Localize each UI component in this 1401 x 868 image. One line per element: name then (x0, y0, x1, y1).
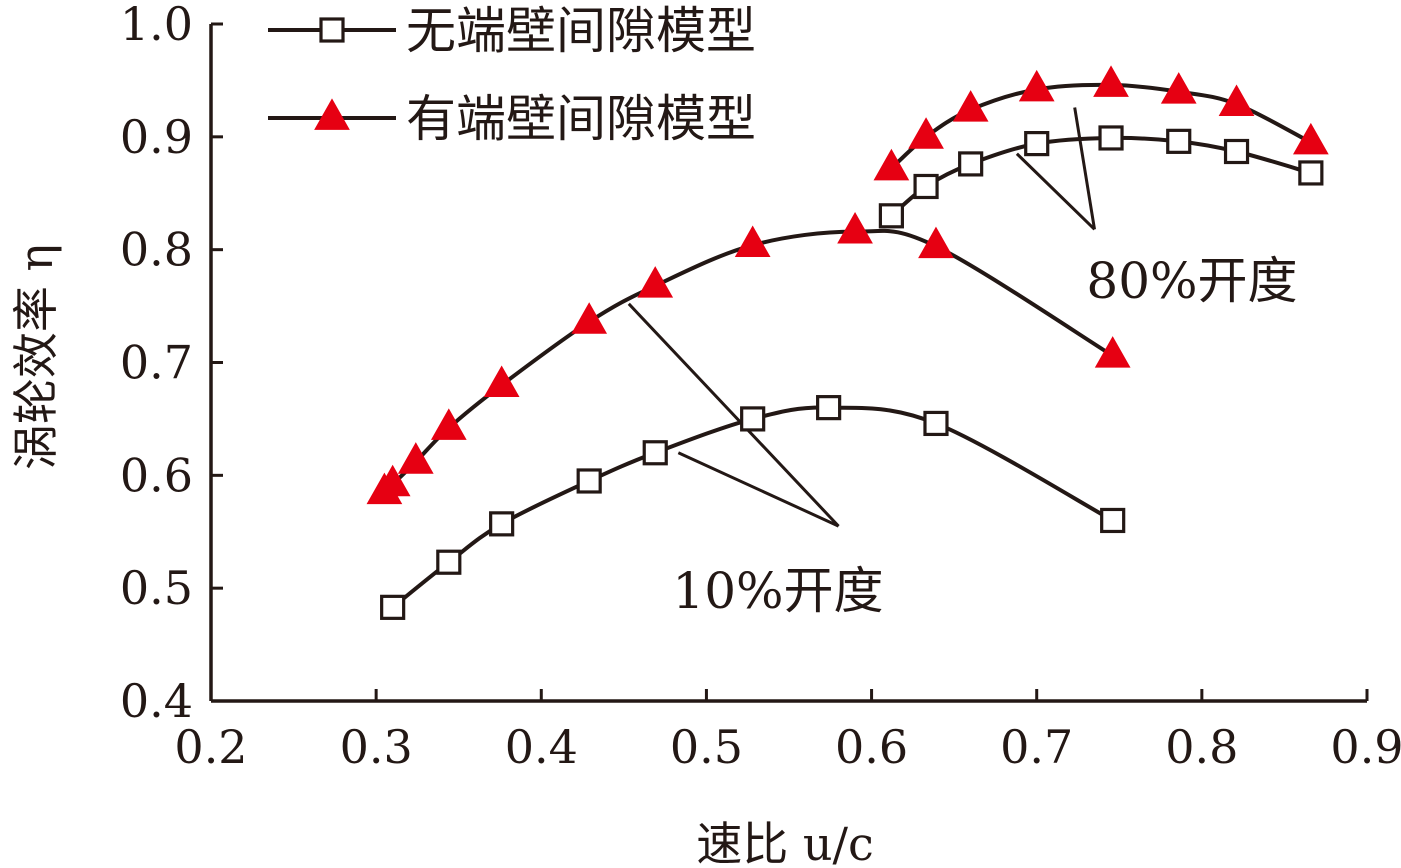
legend-marker-1 (314, 98, 350, 130)
data-point-s1-5 (571, 302, 608, 334)
data-point-s2-1 (913, 173, 939, 200)
annotation-leader-0-1 (677, 451, 840, 528)
y-tick-label: 0.4 (120, 674, 193, 728)
x-tick-label: 0.6 (835, 720, 908, 774)
data-point-s1-8 (837, 211, 873, 244)
y-tick-label: 0.9 (120, 110, 193, 164)
annotations: 10%开度 80%开度 (672, 252, 1297, 620)
data-point-s3-4 (1093, 65, 1129, 97)
data-point-s0-6 (816, 395, 842, 421)
x-tick-label: 0.2 (174, 720, 247, 774)
data-point-s2-0 (878, 203, 904, 229)
y-tick-label: 0.7 (120, 336, 193, 390)
data-point-s1-10 (1094, 336, 1131, 368)
x-tick-label: 0.8 (1165, 720, 1238, 774)
data-point-s3-7 (1292, 122, 1329, 155)
data-point-s3-2 (952, 90, 989, 122)
x-tick-label: 0.7 (1000, 720, 1073, 774)
y-tick-label: 0.8 (120, 223, 193, 277)
x-axis-title: 速比 u/c (696, 817, 874, 868)
annotation-leader-1-0 (1073, 107, 1096, 230)
legend-label-1: 有端壁间隙模型 (406, 90, 756, 148)
y-tick-label: 1.0 (120, 0, 193, 51)
y-tick-label: 0.6 (120, 448, 193, 502)
data-point-s1-3 (430, 408, 467, 440)
annotation-leader-0-0 (627, 302, 840, 528)
series-markers (366, 65, 1329, 620)
series-lines (382, 82, 1313, 610)
annotation-leader-1-1 (1015, 152, 1096, 231)
data-point-s0-7 (923, 410, 949, 437)
data-point-s2-4 (1098, 125, 1124, 151)
data-point-s0-2 (489, 511, 515, 537)
annotation-leaders (627, 107, 1096, 528)
data-point-s0-1 (436, 549, 462, 575)
y-axis-title: 涡轮效率 η (9, 244, 63, 470)
data-point-s0-5 (740, 406, 766, 432)
data-point-s2-3 (1024, 131, 1050, 157)
data-point-s3-5 (1160, 72, 1197, 104)
y-tick-label: 0.5 (120, 561, 193, 615)
data-point-s0-0 (380, 594, 406, 620)
data-point-s2-6 (1223, 138, 1250, 165)
data-point-s1-6 (637, 266, 674, 298)
data-point-s2-5 (1166, 128, 1192, 154)
annotation-label-1: 80%开度 (1086, 252, 1297, 310)
x-tick-label: 0.4 (505, 720, 578, 774)
data-point-s1-4 (483, 365, 520, 397)
data-point-s3-0 (873, 148, 910, 181)
data-point-s2-7 (1298, 160, 1324, 186)
data-point-s1-9 (918, 226, 954, 259)
x-tick-label: 0.9 (1330, 720, 1401, 774)
x-tick-label: 0.3 (340, 720, 413, 774)
data-point-s0-4 (642, 440, 668, 466)
data-point-s2-2 (958, 151, 984, 177)
data-point-s0-3 (576, 468, 602, 494)
series-line-1 (382, 228, 1115, 495)
data-point-s3-6 (1218, 84, 1255, 117)
data-point-s1-7 (734, 225, 771, 258)
x-tick-label: 0.5 (670, 720, 743, 774)
data-point-s1-2 (397, 442, 434, 474)
annotation-label-0: 10%开度 (672, 562, 883, 620)
legend-label-0: 无端壁间隙模型 (406, 2, 756, 60)
data-point-s1-1 (374, 464, 411, 497)
data-point-s0-8 (1100, 507, 1126, 534)
axis-ticks: 0.2 0.3 0.4 0.5 0.6 0.7 0.8 0.9 0.4 0.5 0.6 0.7 0.8 0… (120, 0, 1401, 774)
legend-marker-0 (319, 17, 345, 43)
data-point-s3-3 (1018, 69, 1055, 102)
data-point-s3-1 (908, 117, 944, 149)
